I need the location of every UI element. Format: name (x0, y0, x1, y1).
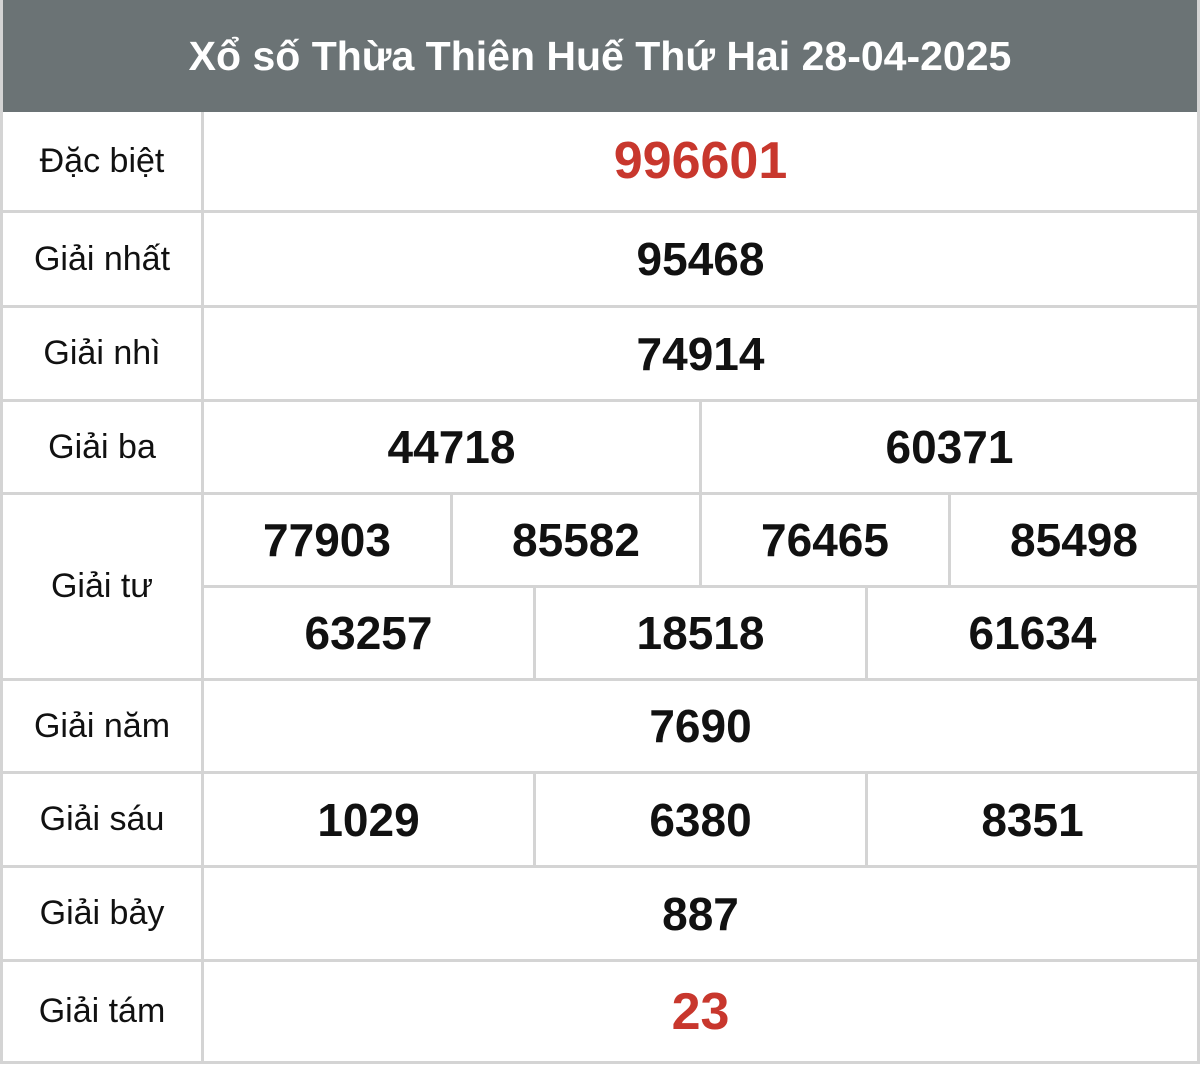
prize-number: 18518 (533, 588, 865, 678)
prize-label: Giải tư (3, 495, 204, 678)
prize-number: 887 (662, 887, 739, 940)
prize-number: 76465 (699, 495, 948, 585)
prize-row: Giải ba 44718 60371 (0, 402, 1200, 495)
prize-row: Giải nhất 95468 (0, 213, 1200, 308)
prize-number: 60371 (699, 402, 1197, 492)
prize-label: Giải bảy (3, 868, 204, 959)
prize-number: 77903 (263, 514, 391, 566)
prize-number: 1029 (317, 793, 420, 846)
prize-number: 61634 (865, 588, 1197, 678)
prize-row: Giải năm 7690 (0, 681, 1200, 774)
prize-number: 23 (671, 982, 730, 1041)
prize-number: 85498 (948, 495, 1197, 585)
results-table: Đặc biệt 996601 Giải nhất 95468 Giải nhì 7491… (0, 112, 1200, 1064)
prize-label: Đặc biệt (3, 112, 204, 210)
prize-label: Giải ba (3, 402, 204, 492)
prize-label: Giải tám (3, 962, 204, 1061)
prize-number: 44718 (387, 421, 516, 473)
prize-label: Giải nhất (3, 213, 204, 305)
prize-number: 8351 (865, 774, 1197, 865)
prize-number: 95468 (636, 233, 765, 285)
prize-row: Đặc biệt 996601 (0, 112, 1200, 213)
prize-row: Giải tư 77903 85582 76465 85498 63257 18518 616… (0, 495, 1200, 681)
prize-label: Giải năm (3, 681, 204, 771)
results-title: Xổ số Thừa Thiên Huế Thứ Hai 28-04-2025 (0, 0, 1200, 112)
prize-row: Giải tám 23 (0, 962, 1200, 1064)
prize-row: Giải sáu 1029 6380 8351 (0, 774, 1200, 868)
prize-number: 74914 (636, 327, 765, 380)
prize-row: Giải nhì 74914 (0, 308, 1200, 402)
prize-number: 6380 (533, 774, 865, 865)
prize-number: 7690 (649, 700, 752, 752)
prize-label: Giải sáu (3, 774, 204, 865)
prize-number: 63257 (304, 607, 433, 659)
prize-number: 85582 (450, 495, 699, 585)
prize-label: Giải nhì (3, 308, 204, 399)
prize-row: Giải bảy 887 (0, 868, 1200, 962)
prize-number: 996601 (613, 132, 788, 190)
